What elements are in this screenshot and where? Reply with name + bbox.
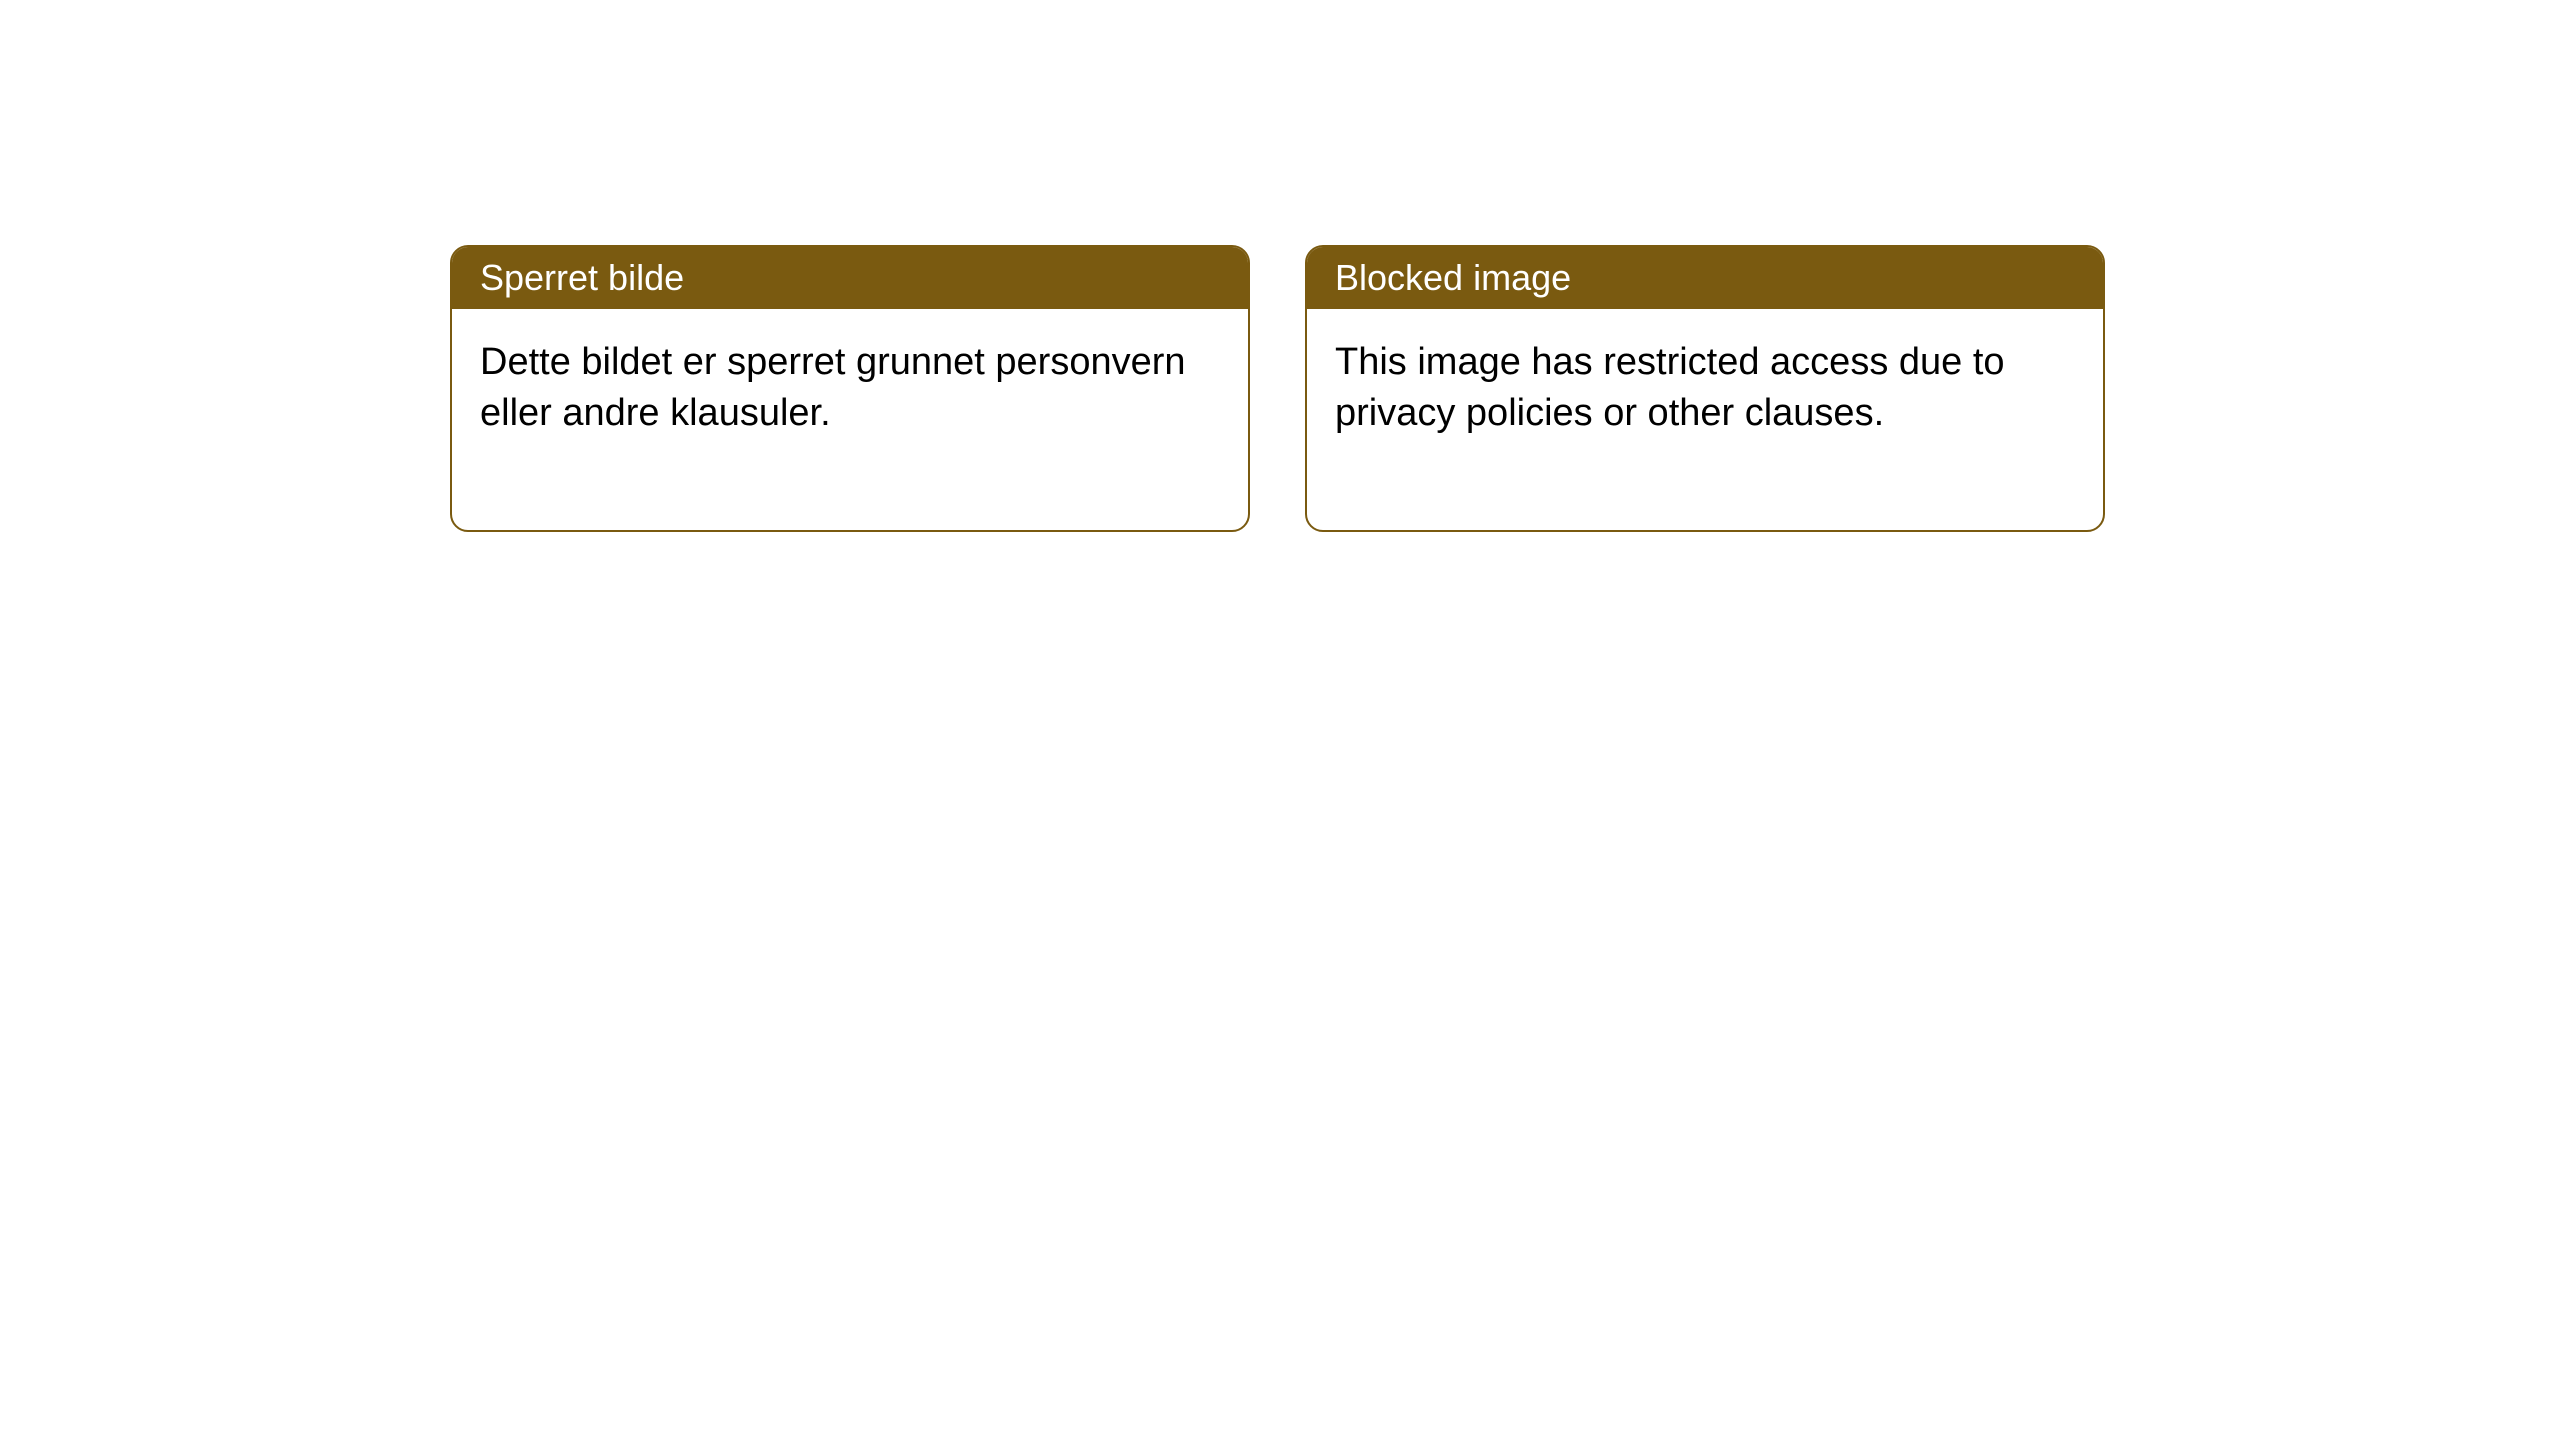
notice-header-english: Blocked image	[1307, 247, 2103, 309]
notice-container: Sperret bilde Dette bildet er sperret gr…	[450, 245, 2105, 532]
notice-body-norwegian: Dette bildet er sperret grunnet personve…	[452, 309, 1248, 530]
notice-box-norwegian: Sperret bilde Dette bildet er sperret gr…	[450, 245, 1250, 532]
notice-body-english: This image has restricted access due to …	[1307, 309, 2103, 530]
notice-box-english: Blocked image This image has restricted …	[1305, 245, 2105, 532]
notice-header-norwegian: Sperret bilde	[452, 247, 1248, 309]
